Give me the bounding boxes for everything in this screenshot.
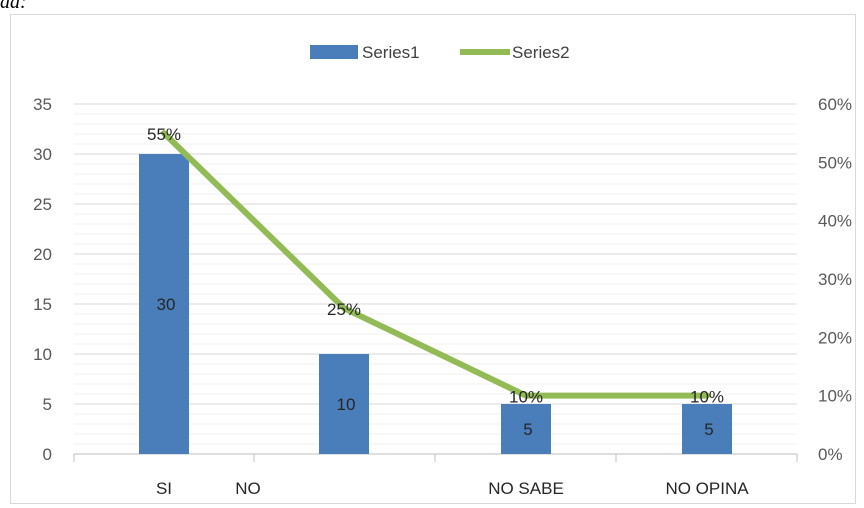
bar-data-label: 5 bbox=[704, 420, 713, 439]
top-text-fragment: da: bbox=[0, 0, 27, 13]
x-category-label: SI bbox=[156, 479, 172, 498]
y-tick-label: 25 bbox=[33, 195, 52, 214]
left-axis-ticks: 0 5 10 15 20 25 30 35 bbox=[33, 95, 52, 464]
y-tick-label: 10 bbox=[33, 345, 52, 364]
y-tick-label: 20 bbox=[33, 245, 52, 264]
y2-tick-label: 10% bbox=[818, 387, 852, 406]
series2-line bbox=[161, 130, 710, 399]
chart-frame bbox=[10, 14, 856, 504]
y2-tick-label: 40% bbox=[818, 212, 852, 231]
legend-swatch-series1 bbox=[310, 45, 358, 59]
line-data-label: 55% bbox=[147, 125, 181, 144]
y2-tick-label: 30% bbox=[818, 270, 852, 289]
y2-tick-label: 0% bbox=[818, 445, 843, 464]
data-labels: 30 10 5 5 55% 25% 10% 10% bbox=[147, 125, 724, 439]
legend-label-series1: Series1 bbox=[362, 43, 420, 62]
legend: Series1 Series2 bbox=[310, 43, 570, 62]
bar-series bbox=[139, 154, 732, 454]
line-data-label: 10% bbox=[690, 388, 724, 407]
x-axis: SI NO NO SABE NO OPINA bbox=[73, 453, 798, 498]
bar bbox=[682, 404, 732, 454]
x-category-label: NO SABE bbox=[488, 479, 564, 498]
y2-tick-label: 20% bbox=[818, 328, 852, 347]
line-data-label: 25% bbox=[327, 300, 361, 319]
y-tick-label: 35 bbox=[33, 95, 52, 114]
legend-label-series2: Series2 bbox=[512, 43, 570, 62]
y2-tick-label: 60% bbox=[818, 95, 852, 114]
bar-data-label: 10 bbox=[337, 395, 356, 414]
bar-data-label: 30 bbox=[157, 295, 176, 314]
y-tick-label: 5 bbox=[43, 395, 52, 414]
bar bbox=[319, 354, 369, 454]
minor-gridlines bbox=[74, 113, 797, 445]
bar-data-label: 5 bbox=[523, 420, 532, 439]
x-category-label: NO bbox=[235, 479, 261, 498]
y-tick-label: 0 bbox=[43, 445, 52, 464]
right-axis-ticks: 0% 10% 20% 30% 40% 50% 60% bbox=[818, 95, 852, 464]
line-data-label: 10% bbox=[509, 388, 543, 407]
bar bbox=[139, 154, 189, 454]
bar bbox=[501, 404, 551, 454]
y-tick-label: 30 bbox=[33, 145, 52, 164]
line-series bbox=[161, 130, 710, 399]
y2-tick-label: 50% bbox=[818, 153, 852, 172]
y-tick-label: 15 bbox=[33, 295, 52, 314]
x-category-label: NO OPINA bbox=[665, 479, 749, 498]
